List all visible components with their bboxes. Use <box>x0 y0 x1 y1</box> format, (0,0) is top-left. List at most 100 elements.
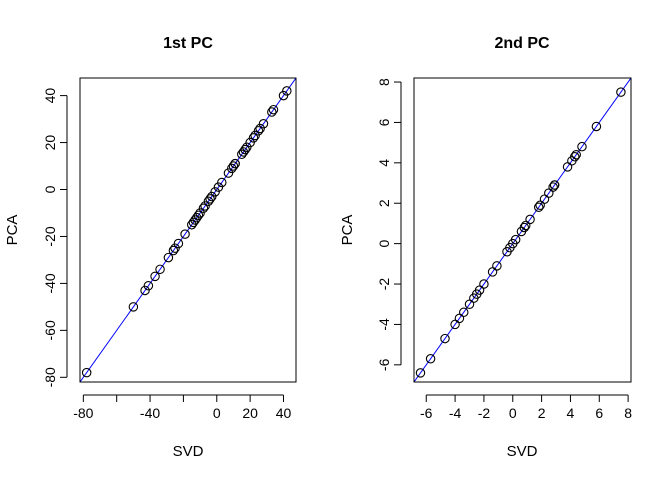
data-point <box>440 333 450 344</box>
data-point <box>549 180 560 190</box>
x-tick-label: -6 <box>420 405 433 421</box>
x-axis-label: SVD <box>173 443 204 460</box>
data-point <box>250 130 260 141</box>
data-point <box>205 194 215 204</box>
y-tick-label: 40 <box>42 88 58 104</box>
y-tick-label: -2 <box>376 278 392 291</box>
data-point <box>180 229 190 239</box>
plot-frame <box>413 77 632 383</box>
data-point <box>193 210 204 221</box>
panel-title: 1st PC <box>163 35 213 52</box>
data-point <box>253 126 264 136</box>
y-tick-label: -60 <box>42 320 58 340</box>
y-tick-label: -80 <box>42 367 58 387</box>
data-point <box>268 104 279 115</box>
data-point <box>248 133 259 143</box>
data-point <box>190 215 200 225</box>
data-point <box>168 245 179 256</box>
panel-title: 2nd PC <box>494 35 550 52</box>
data-point <box>207 191 217 202</box>
data-point <box>282 86 292 96</box>
data-point <box>223 168 234 178</box>
data-point <box>213 182 224 192</box>
data-point <box>278 90 289 101</box>
y-tick-label: -40 <box>42 273 58 293</box>
data-point <box>155 264 165 275</box>
data-point <box>548 182 558 192</box>
data-point <box>238 147 249 157</box>
data-point <box>267 107 277 117</box>
data-point <box>570 152 580 162</box>
x-tick-label: 0 <box>213 405 221 421</box>
data-point <box>195 208 205 218</box>
x-tick-label: 8 <box>624 405 632 421</box>
y-tick-label: 8 <box>376 78 392 86</box>
x-tick-label: -2 <box>478 405 491 421</box>
y-tick-label: 20 <box>42 135 58 151</box>
data-point <box>591 121 602 132</box>
data-point <box>577 141 587 152</box>
data-point <box>519 222 530 233</box>
data-point <box>81 367 92 378</box>
y-tick-label: 0 <box>42 185 58 193</box>
data-point <box>510 234 521 245</box>
x-tick-label: -4 <box>449 405 462 421</box>
x-tick-label: 0 <box>509 405 517 421</box>
data-point <box>255 123 265 134</box>
data-point <box>227 163 237 174</box>
x-tick-label: 2 <box>538 405 546 421</box>
y-tick-label: -4 <box>376 318 392 331</box>
y-tick-label: 4 <box>376 159 392 167</box>
x-axis-label: SVD <box>507 443 538 460</box>
data-point <box>425 354 436 364</box>
y-axis-label: PCA <box>339 215 356 246</box>
reference-line <box>80 78 296 382</box>
data-point <box>210 187 220 197</box>
data-point <box>192 212 202 223</box>
plot-frame <box>79 77 297 383</box>
x-tick-label: -80 <box>73 405 93 421</box>
data-point <box>140 285 150 296</box>
data-point <box>163 252 174 263</box>
x-tick-label: 6 <box>595 405 603 421</box>
y-axis-label: PCA <box>4 215 21 246</box>
y-tick-label: 2 <box>376 199 392 207</box>
data-point <box>198 203 209 214</box>
data-point <box>479 279 489 289</box>
y-tick-label: 6 <box>376 118 392 126</box>
data-point <box>230 158 240 169</box>
y-tick-label: 0 <box>376 240 392 248</box>
data-point <box>237 149 247 160</box>
reference-line <box>414 78 631 382</box>
data-point <box>240 144 250 155</box>
data-point <box>188 217 199 228</box>
data-point <box>242 142 252 153</box>
x-tick-label: 40 <box>276 405 292 421</box>
data-point <box>525 214 535 225</box>
data-point <box>143 281 154 291</box>
data-point <box>170 243 180 253</box>
data-point <box>173 238 184 249</box>
data-point <box>128 302 139 312</box>
data-point <box>245 137 255 148</box>
data-point <box>200 201 210 211</box>
data-point <box>533 202 544 213</box>
data-point <box>492 261 502 271</box>
data-point <box>571 150 581 160</box>
panel-1st-pc: 1st PC SVD PCA -80 -40 0 20 40 -80 -60 -40 -20 0 2… <box>4 35 297 460</box>
data-point <box>415 368 426 378</box>
y-tick-label: -6 <box>376 358 392 371</box>
y-tick-label: -20 <box>42 226 58 246</box>
data-point <box>258 119 269 129</box>
data-point <box>150 271 160 282</box>
x-tick-label: 20 <box>242 405 258 421</box>
panel-2nd-pc: 2nd PC SVD PCA -6 -4 -2 0 2 4 6 8 -6 -4 -2 0 2 4 6 8 <box>339 35 632 460</box>
data-point <box>228 161 239 171</box>
data-point <box>187 219 197 230</box>
x-tick-label: 4 <box>567 405 575 421</box>
data-point <box>616 87 626 97</box>
data-point <box>203 196 214 206</box>
x-tick-label: -40 <box>140 405 160 421</box>
data-point <box>458 307 469 318</box>
